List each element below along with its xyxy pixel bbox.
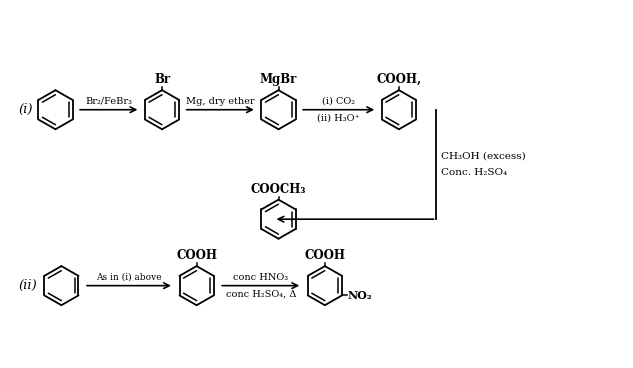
Text: conc HNO₃: conc HNO₃ — [233, 273, 288, 282]
Text: Conc. H₂SO₄: Conc. H₂SO₄ — [441, 169, 508, 177]
Text: (i): (i) — [18, 103, 32, 116]
Text: conc H₂SO₄, Δ: conc H₂SO₄, Δ — [225, 290, 296, 298]
Text: NO₂: NO₂ — [348, 290, 373, 301]
Text: COOH: COOH — [304, 249, 346, 262]
Text: Br₂/FeBr₃: Br₂/FeBr₃ — [85, 97, 132, 106]
Text: As in (i) above: As in (i) above — [96, 273, 162, 282]
Text: Br: Br — [154, 73, 170, 86]
Text: COOH: COOH — [176, 249, 217, 262]
Text: (ii): (ii) — [18, 279, 37, 292]
Text: (ii) H₃O⁺: (ii) H₃O⁺ — [317, 114, 360, 123]
Text: COOCH₃: COOCH₃ — [251, 183, 306, 196]
Text: Mg, dry ether: Mg, dry ether — [186, 97, 254, 106]
Text: CH₃OH (excess): CH₃OH (excess) — [441, 152, 526, 160]
Text: MgBr: MgBr — [260, 73, 298, 86]
Text: (i) CO₂: (i) CO₂ — [322, 97, 355, 106]
Text: COOH,: COOH, — [377, 73, 422, 86]
